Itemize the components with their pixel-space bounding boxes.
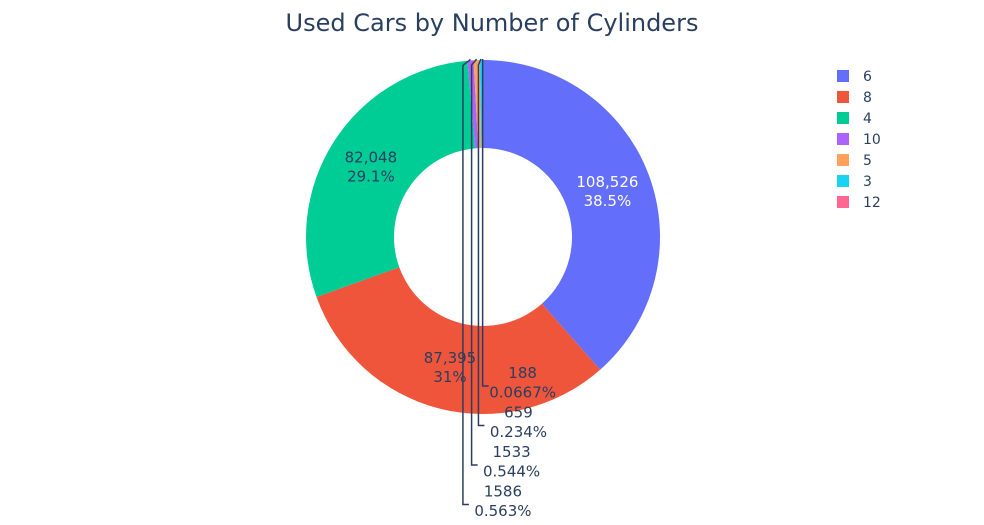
slice-6[interactable]: [483, 60, 661, 370]
legend-swatch-5: [837, 154, 849, 166]
slice-4[interactable]: [306, 60, 476, 298]
legend-label-5: 5: [863, 153, 872, 169]
slice-labels: 108,526 38.5%87,395 31%82,048 29.1%188 0.066…: [345, 58, 638, 521]
legend-item-12[interactable]: 12: [837, 195, 881, 211]
legend-swatch-4: [837, 112, 849, 124]
legend-label-10: 10: [863, 132, 881, 148]
leader-line-10: [462, 58, 471, 506]
legend-label-6: 6: [863, 69, 872, 85]
legend-item-8[interactable]: 8: [837, 90, 872, 106]
slice-label-10: 1586 0.563%: [474, 483, 531, 521]
legend-item-5[interactable]: 5: [837, 153, 872, 169]
leader-line-5: [470, 58, 478, 466]
leader-line-12: [481, 59, 489, 387]
chart-title: Used Cars by Number of Cylinders: [286, 9, 699, 37]
slice-label-5: 1533 0.544%: [483, 443, 540, 481]
legend-swatch-3: [837, 175, 849, 187]
legend-label-8: 8: [863, 90, 872, 106]
legend: 6 8 4 10 5 3 12: [837, 69, 881, 211]
legend-item-10[interactable]: 10: [837, 132, 881, 148]
slice-8[interactable]: [316, 267, 601, 414]
legend-item-6[interactable]: 6: [837, 69, 872, 85]
donut-slices: [306, 60, 661, 414]
leader-line-3: [477, 58, 485, 427]
legend-item-3[interactable]: 3: [837, 174, 872, 190]
slice-label-4: 82,048 29.1%: [345, 148, 398, 185]
legend-label-4: 4: [863, 111, 872, 127]
slice-label-6: 108,526 38.5%: [576, 173, 638, 210]
slice-5[interactable]: [473, 60, 482, 149]
legend-label-12: 12: [863, 195, 881, 211]
legend-swatch-8: [837, 91, 849, 103]
slice-10[interactable]: [467, 60, 479, 149]
legend-label-3: 3: [863, 174, 872, 190]
legend-item-4[interactable]: 4: [837, 111, 872, 127]
slice-label-12: 188 0.0667%: [489, 364, 556, 402]
legend-swatch-6: [837, 70, 849, 82]
slice-label-3: 659 0.234%: [490, 404, 547, 442]
legend-swatch-10: [837, 133, 849, 145]
legend-swatch-12: [837, 196, 849, 208]
